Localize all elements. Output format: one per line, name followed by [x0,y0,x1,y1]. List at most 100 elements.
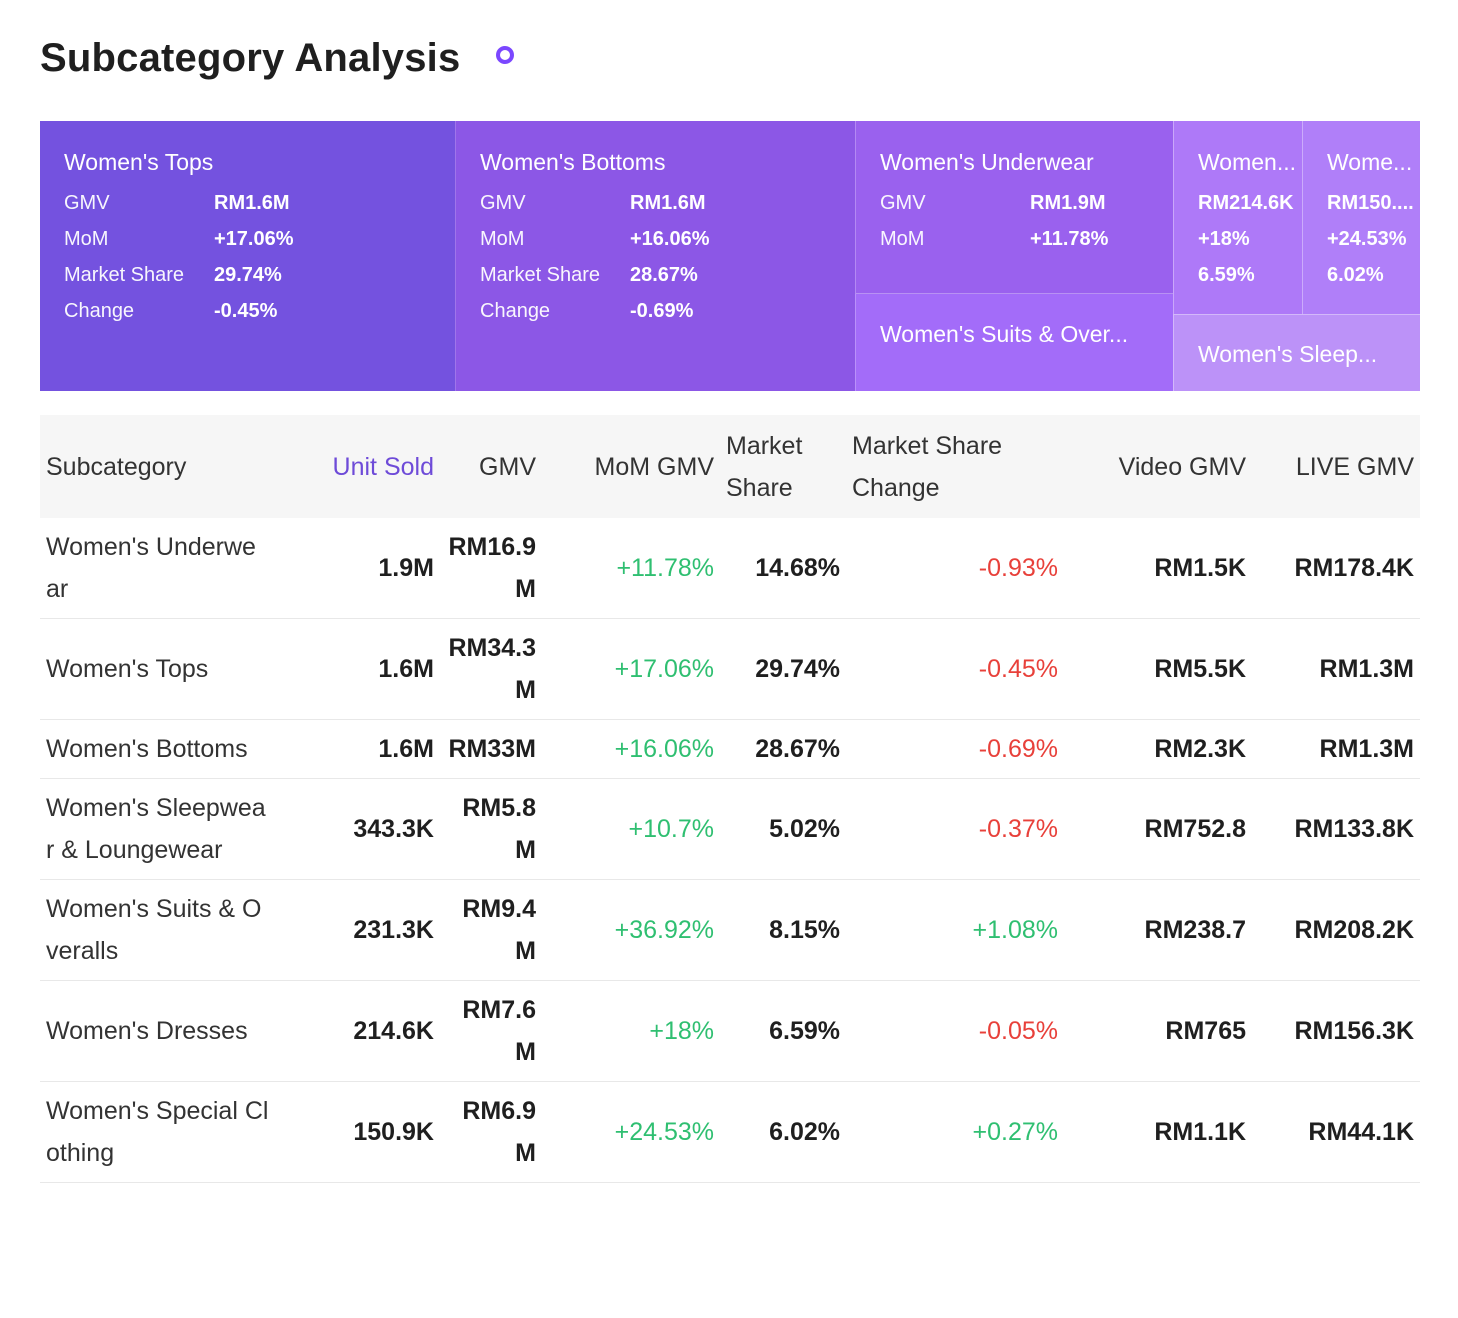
col-header-market-share[interactable]: Market Share [720,415,846,518]
treemap-tile-womens-sleepwear[interactable]: Women's Sleep... [1173,314,1420,391]
col-header-market-share-change[interactable]: Market Share Change [846,415,1064,518]
cell-subcategory: Women's Dresses [40,980,275,1082]
cell-video-gmv: RM765 [1064,980,1252,1082]
table-row[interactable]: Women's Underwear 1.9M RM16.9M +11.78% 1… [40,518,1420,619]
cell-mom-gmv: +24.53% [542,1081,720,1183]
tile-share-value: 28.67% [630,264,698,286]
tile-gmv-value: RM1.6M [630,192,706,214]
cell-live-gmv: RM156.3K [1252,980,1420,1082]
cell-gmv: RM7.6M [440,980,542,1082]
cell-video-gmv: RM1.1K [1064,1081,1252,1183]
cell-live-gmv: RM1.3M [1252,618,1420,720]
cell-video-gmv: RM238.7 [1064,879,1252,981]
cell-market-share: 29.74% [720,618,846,720]
cell-video-gmv: RM2.3K [1064,719,1252,779]
tile-change-value: -0.45% [214,300,278,322]
treemap-tile-womens-dresses[interactable]: Women... RM214.6K +18% 6.59% [1173,121,1302,314]
treemap-tile-womens-special[interactable]: Wome... RM150.... +24.53% 6.02% [1302,121,1420,314]
table-row[interactable]: Women's Sleepwear & Loungewear 343.3K RM… [40,778,1420,880]
cell-mom-gmv: +17.06% [542,618,720,720]
tile-share-label: Market Share [480,264,601,286]
cell-video-gmv: RM752.8 [1064,778,1252,880]
cell-market-share: 14.68% [720,518,846,619]
cell-subcategory: Women's Suits & Overalls [40,879,275,981]
tile-name: Women's Bottoms [480,149,666,175]
table-row[interactable]: Women's Suits & Overalls 231.3K RM9.4M +… [40,879,1420,981]
cell-market-share: 8.15% [720,879,846,981]
cell-unit-sold: 231.3K [275,879,440,981]
tile-gmv-value: RM1.9M [1030,192,1106,214]
cell-subcategory: Women's Bottoms [40,719,275,779]
cell-share-change: -0.37% [846,778,1064,880]
tile-mom-label: MoM [880,228,925,250]
col-header-unit-sold[interactable]: Unit Sold [275,415,440,518]
tile-share-label: Market Share [64,264,185,286]
cell-share-change: -0.69% [846,719,1064,779]
tile-gmv-value: RM214.6K [1198,192,1294,214]
col-header-video-gmv[interactable]: Video GMV [1064,415,1252,518]
tile-name: Women's Tops [64,149,214,175]
tile-change-label: Change [480,300,551,322]
tile-gmv-value: RM1.6M [214,192,290,214]
cell-market-share: 5.02% [720,778,846,880]
tile-mom-value: +11.78% [1030,228,1109,250]
cell-live-gmv: RM178.4K [1252,518,1420,619]
table-row[interactable]: Women's Dresses 214.6K RM7.6M +18% 6.59%… [40,980,1420,1082]
tile-gmv-label: GMV [880,192,926,214]
col-header-mom-gmv[interactable]: MoM GMV [542,415,720,518]
treemap-tile-womens-bottoms[interactable]: Women's Bottoms GMV RM1.6M MoM +16.06% M… [455,121,855,391]
col-header-gmv[interactable]: GMV [440,415,542,518]
cell-share-change: -0.93% [846,518,1064,619]
cell-gmv: RM16.9M [440,518,542,619]
treemap-tile-womens-underwear[interactable]: Women's Underwear GMV RM1.9M MoM +11.78% [855,121,1173,294]
table-row[interactable]: Women's Special Clothing 150.9K RM6.9M +… [40,1081,1420,1183]
cell-gmv: RM33M [440,719,542,779]
cell-share-change: +1.08% [846,879,1064,981]
cell-mom-gmv: +11.78% [542,518,720,619]
cell-subcategory: Women's Underwear [40,518,275,619]
cell-subcategory: Women's Tops [40,618,275,720]
cell-unit-sold: 343.3K [275,778,440,880]
subcategory-treemap: Women's Tops GMV RM1.6M MoM +17.06% Mark… [40,121,1420,391]
tile-change-value: -0.69% [630,300,694,322]
subcategory-table: Subcategory Unit Sold GMV MoM GMV Market… [40,415,1420,1183]
table-row[interactable]: Women's Bottoms 1.6M RM33M +16.06% 28.67… [40,719,1420,779]
col-header-live-gmv[interactable]: LIVE GMV [1252,415,1420,518]
cell-market-share: 28.67% [720,719,846,779]
table-row[interactable]: Women's Tops 1.6M RM34.3M +17.06% 29.74%… [40,618,1420,720]
tile-name: Wome... [1327,149,1413,175]
info-dot-icon[interactable] [496,46,514,64]
cell-video-gmv: RM5.5K [1064,618,1252,720]
cell-share-change: -0.05% [846,980,1064,1082]
tile-change-label: Change [64,300,135,322]
treemap-tile-womens-suits[interactable]: Women's Suits & Over... [855,294,1173,391]
cell-share-change: +0.27% [846,1081,1064,1183]
tile-share-value: 6.02% [1327,264,1384,286]
tile-mom-label: MoM [480,228,525,250]
tile-mom-value: +24.53% [1327,228,1407,250]
cell-unit-sold: 1.6M [275,618,440,720]
cell-unit-sold: 1.9M [275,518,440,619]
cell-gmv: RM6.9M [440,1081,542,1183]
cell-gmv: RM9.4M [440,879,542,981]
cell-mom-gmv: +18% [542,980,720,1082]
table-header-row: Subcategory Unit Sold GMV MoM GMV Market… [40,415,1420,518]
cell-live-gmv: RM133.8K [1252,778,1420,880]
cell-mom-gmv: +36.92% [542,879,720,981]
tile-share-value: 6.59% [1198,264,1255,286]
cell-live-gmv: RM44.1K [1252,1081,1420,1183]
tile-gmv-label: GMV [64,192,110,214]
cell-subcategory: Women's Special Clothing [40,1081,275,1183]
tile-gmv-value: RM150.... [1327,192,1414,214]
tile-name: Women's Sleep... [1198,341,1378,367]
cell-live-gmv: RM1.3M [1252,719,1420,779]
treemap-tile-womens-tops[interactable]: Women's Tops GMV RM1.6M MoM +17.06% Mark… [40,121,455,391]
cell-unit-sold: 214.6K [275,980,440,1082]
cell-share-change: -0.45% [846,618,1064,720]
tile-share-value: 29.74% [214,264,282,286]
tile-mom-label: MoM [64,228,109,250]
cell-market-share: 6.59% [720,980,846,1082]
cell-unit-sold: 1.6M [275,719,440,779]
col-header-subcategory[interactable]: Subcategory [40,415,275,518]
cell-mom-gmv: +10.7% [542,778,720,880]
